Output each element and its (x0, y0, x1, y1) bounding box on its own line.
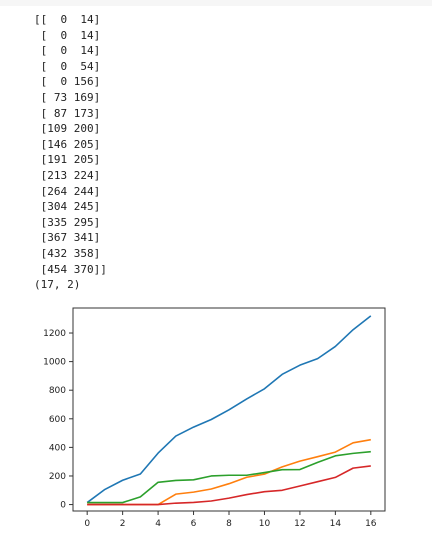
shape-output-line: (17, 2) (34, 278, 81, 292)
array-output-line: [109 200] (34, 122, 101, 136)
array-output-line: [191 205] (34, 153, 101, 167)
x-tick-label: 4 (155, 519, 161, 529)
x-tick-label: 16 (365, 519, 377, 529)
array-output-line: [146 205] (34, 137, 101, 151)
y-tick-label: 1200 (43, 329, 66, 339)
x-tick-label: 6 (191, 519, 197, 529)
y-tick-label: 800 (49, 386, 66, 396)
x-tick-label: 12 (294, 519, 305, 529)
array-output-line: [ 0 54] (34, 59, 101, 73)
y-tick-label: 600 (49, 415, 66, 425)
axis-ticks: 0 2 4 6 8 10 12 14 16 0 200 400 600 800 1000 1200 (43, 329, 377, 529)
array-output-line: [[ 0 14] (34, 13, 101, 26)
array-output-line: [454 370]] (34, 262, 107, 276)
line-chart-svg: 0 2 4 6 8 10 12 14 16 0 200 400 600 800 1000 1200 (43, 307, 386, 529)
cell-top-strip (0, 0, 432, 6)
array-output-line: [264 244] (34, 184, 101, 198)
cell-output: [[ 0 14] [ 0 14] [ 0 14] [ 0 54] [ 0 156… (34, 12, 107, 293)
array-output-line: [ 87 173] (34, 106, 101, 120)
x-tick-label: 0 (84, 519, 90, 529)
line-chart: 0 2 4 6 8 10 12 14 16 0 200 400 600 800 1000 1200 (30, 305, 400, 539)
array-output-line: [432 358] (34, 246, 101, 260)
array-output-line: [304 245] (34, 200, 101, 214)
series-line-1 (86, 315, 372, 504)
y-tick-label: 400 (49, 443, 66, 453)
series-line-4 (87, 465, 371, 506)
array-output-line: [ 0 156] (34, 75, 101, 89)
array-output-line: [ 0 14] (34, 28, 101, 42)
y-tick-label: 1000 (43, 358, 66, 368)
array-output-line: [ 0 14] (34, 44, 101, 58)
x-tick-label: 14 (330, 519, 342, 529)
array-output-line: [213 224] (34, 168, 101, 182)
y-tick-label: 200 (49, 472, 66, 482)
array-output-line: [367 341] (34, 231, 101, 245)
series-line-3 (87, 450, 371, 504)
x-tick-label: 10 (259, 519, 271, 529)
series-lines (86, 315, 372, 506)
series-line-2 (87, 438, 371, 506)
y-tick-label: 0 (60, 501, 66, 511)
array-output-line: [335 295] (34, 215, 101, 229)
array-output-line: [ 73 169] (34, 90, 101, 104)
x-tick-label: 2 (120, 519, 126, 529)
x-tick-label: 8 (226, 519, 232, 529)
